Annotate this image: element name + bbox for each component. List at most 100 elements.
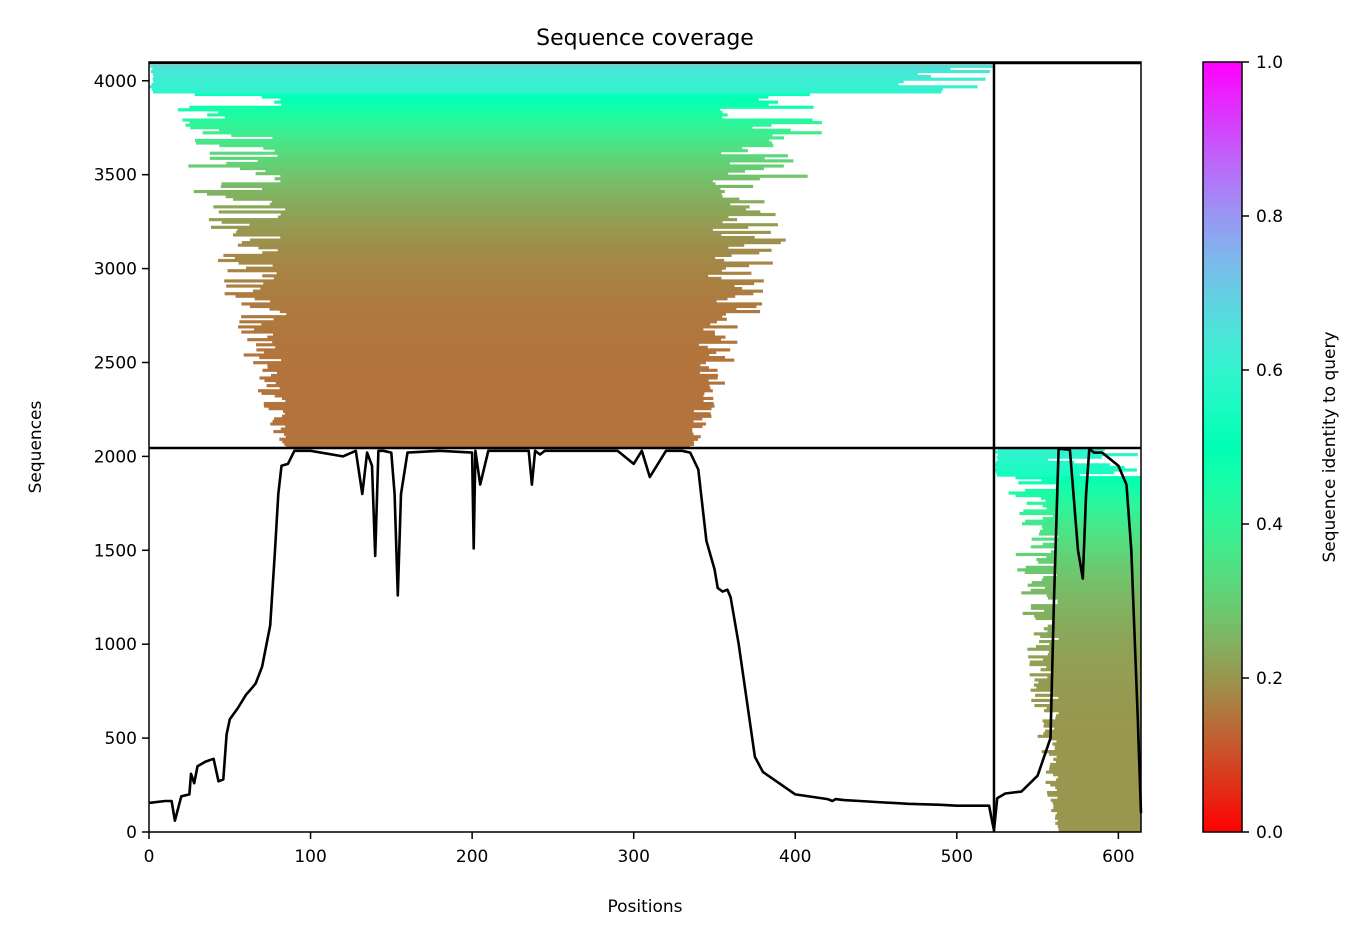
msa-row (263, 281, 755, 286)
msa-row (1052, 742, 1141, 746)
msa-row (270, 299, 717, 303)
msa-row (274, 100, 779, 104)
msa-row (255, 343, 699, 347)
msa-row (221, 182, 716, 186)
msa-row (1058, 826, 1141, 831)
msa-row (273, 276, 722, 280)
msa-row (1053, 773, 1141, 777)
msa-row (1049, 765, 1141, 769)
x-tick-label: 500 (941, 847, 973, 867)
msa-row (272, 340, 738, 344)
msa-row (284, 442, 695, 446)
msa-row (1041, 524, 1141, 528)
msa-row (280, 427, 693, 431)
msa-row (150, 64, 993, 68)
msa-block-chain-A-paired (149, 64, 993, 449)
msa-row (1030, 604, 1141, 608)
msa-row (194, 138, 770, 143)
msa-row (241, 302, 763, 306)
msa-row (276, 371, 700, 375)
msa-row (218, 128, 791, 132)
msa-row (247, 338, 721, 342)
msa-row (239, 320, 717, 324)
msa-row (237, 243, 745, 247)
colorbar: 0.0 0.2 0.4 0.6 0.8 1.0 (1202, 53, 1283, 843)
msa-row (269, 307, 737, 311)
msa-row (283, 432, 694, 436)
msa-row (219, 143, 774, 148)
msa-row (272, 333, 715, 337)
msa-row (1054, 747, 1141, 751)
y-tick-label: 0 (126, 823, 137, 843)
msa-row (273, 317, 727, 321)
msa-row (263, 146, 743, 150)
msa-row (1029, 660, 1141, 664)
y-tick-label: 500 (105, 729, 137, 749)
msa-row (255, 172, 729, 176)
msa-row (267, 335, 726, 339)
msa-row (1042, 527, 1141, 531)
msa-row (280, 174, 808, 178)
msa-row (1018, 481, 1141, 485)
msa-row (1030, 688, 1141, 692)
msa-row (1050, 783, 1141, 787)
msa-row (996, 455, 1102, 459)
msa-row (1054, 727, 1141, 731)
msa-row (282, 440, 694, 444)
msa-row (1046, 706, 1141, 710)
y-tick-label: 2000 (94, 447, 137, 467)
msa-row (269, 202, 731, 206)
msa-row (1039, 639, 1141, 644)
msa-row (152, 67, 951, 71)
msa-row (182, 118, 813, 122)
x-tick-label: 600 (1102, 847, 1134, 867)
msa-row (1023, 509, 1141, 513)
msa-row (243, 353, 710, 357)
msa-row (1043, 575, 1141, 580)
msa-row (226, 284, 735, 288)
msa-row (1036, 558, 1141, 562)
msa-row (1049, 642, 1141, 646)
plot-frame (148, 61, 1142, 833)
msa-row (272, 264, 750, 268)
msa-row (266, 384, 710, 388)
msa-row (221, 220, 723, 224)
colorbar-label: Sequence identity to query (1320, 331, 1340, 562)
msa-row (1055, 821, 1141, 825)
msa-row (1056, 778, 1141, 782)
y-axis-label: Sequences (26, 401, 46, 494)
msa-row (279, 310, 761, 314)
msa-row (1050, 798, 1141, 802)
msa-row (1039, 529, 1141, 534)
msa-row (280, 179, 713, 183)
y-tick-label: 3000 (94, 260, 137, 280)
colorbar-tick-label: 1.0 (1256, 53, 1283, 73)
msa-row (1043, 732, 1141, 736)
msa-row (1056, 573, 1141, 577)
msa-row (275, 381, 725, 385)
msa-row (277, 215, 729, 219)
msa-row (151, 87, 943, 91)
msa-row (995, 460, 1075, 464)
msa-row (1043, 627, 1141, 631)
msa-row (257, 159, 794, 163)
msa-row (1031, 537, 1141, 541)
msa-row (281, 358, 735, 362)
msa-row (1022, 611, 1141, 615)
msa-row (1040, 634, 1141, 639)
msa-row (270, 422, 706, 426)
msa-row (1051, 808, 1141, 813)
msa-row (1047, 624, 1141, 628)
msa-row (1056, 714, 1141, 718)
colorbar-tick-label: 0.6 (1256, 361, 1283, 381)
chart-title: Sequence coverage (536, 26, 754, 51)
msa-row (286, 312, 727, 316)
msa-row (277, 248, 772, 252)
msa-row (1058, 696, 1141, 700)
msa-row (285, 435, 701, 439)
msa-row (252, 289, 763, 293)
msa-row (213, 205, 750, 209)
msa-row (234, 256, 716, 260)
msa-row (208, 218, 738, 222)
msa-row (1056, 739, 1141, 743)
